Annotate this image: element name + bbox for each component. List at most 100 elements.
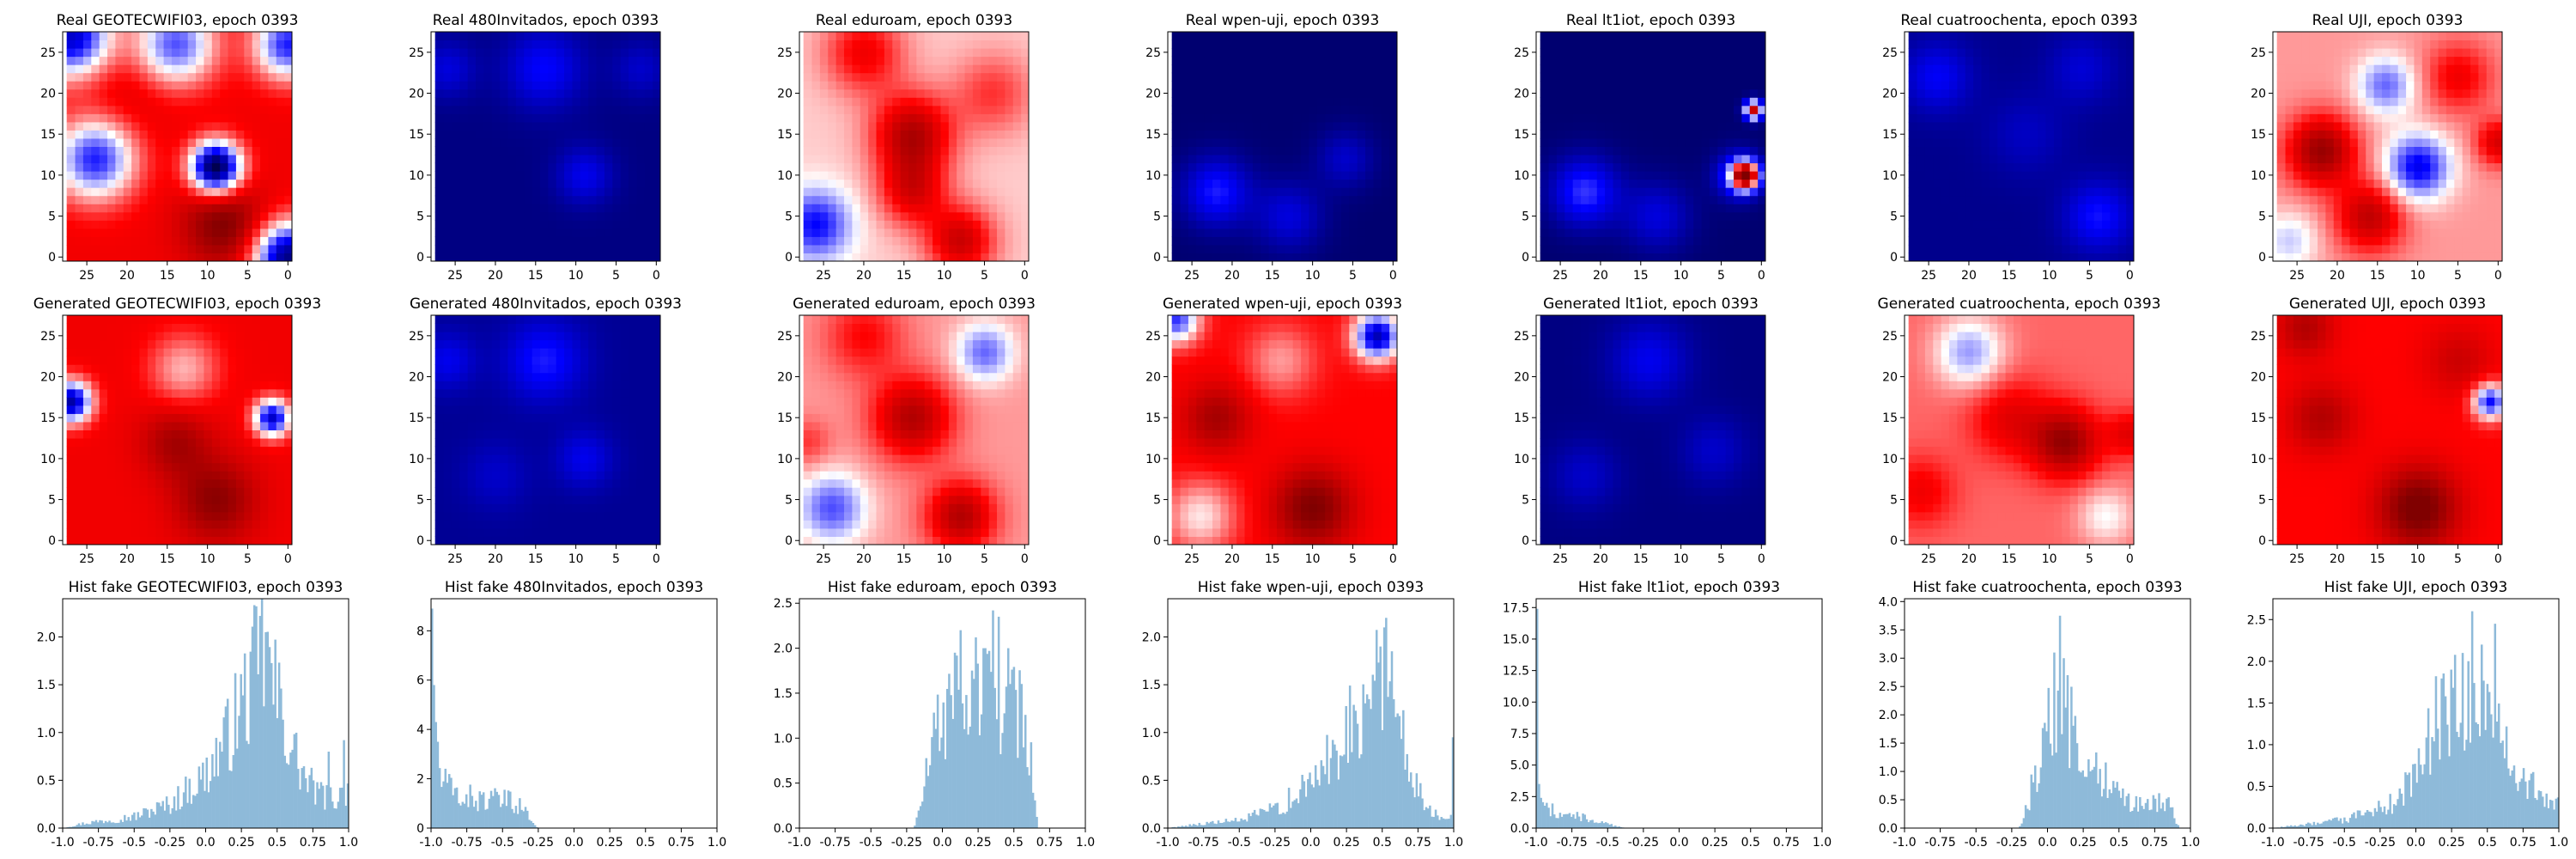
heatmap-cell <box>1188 88 1197 98</box>
heatmap-cell <box>1228 204 1237 213</box>
heatmap-cell <box>1701 113 1710 123</box>
heatmap-cell <box>1588 97 1597 107</box>
heatmap-cell <box>259 162 269 172</box>
heatmap-cell <box>972 137 981 147</box>
heatmap-cell <box>228 56 236 65</box>
heatmap-cell <box>652 56 661 65</box>
heatmap-cell <box>434 81 444 90</box>
heatmap-cell <box>1989 137 1998 147</box>
heatmap-cell <box>2061 171 2070 180</box>
heatmap-cell <box>2053 130 2063 139</box>
heatmap-cell <box>1613 137 1621 147</box>
heatmap-cell <box>1948 187 1958 197</box>
heatmap-cell <box>652 187 661 197</box>
heatmap-cell <box>635 32 645 41</box>
heatmap-cell <box>1596 72 1606 82</box>
heatmap-cell <box>252 130 261 139</box>
heatmap-cell <box>2125 64 2135 74</box>
heatmap-cell <box>1004 211 1013 221</box>
heatmap-cell <box>1932 97 1941 107</box>
heatmap-cell <box>259 220 269 229</box>
heatmap-cell <box>475 244 484 253</box>
heatmap-cell <box>1924 146 1934 155</box>
heatmap-cell <box>1588 121 1597 131</box>
heatmap-cell <box>1956 48 1965 58</box>
heatmap-cell <box>539 195 549 204</box>
heatmap-cell <box>652 236 661 246</box>
y-tick-label: 5 <box>48 210 56 224</box>
heatmap-cell <box>1725 236 1735 246</box>
heatmap-cell <box>2117 88 2127 98</box>
heatmap-cell <box>459 56 468 65</box>
heatmap-cell <box>1556 162 1565 172</box>
heatmap-cell <box>2381 253 2391 262</box>
heatmap-cell <box>515 236 525 246</box>
heatmap-cell <box>1381 137 1390 147</box>
heatmap-cell <box>1308 40 1317 49</box>
heatmap-cell <box>1965 137 1974 147</box>
heatmap-cell <box>283 228 293 237</box>
heatmap-cell <box>179 72 188 82</box>
heatmap-cell <box>1749 204 1759 213</box>
heatmap-cell <box>924 253 933 262</box>
heatmap-cell <box>1236 162 1245 172</box>
heatmap-cell <box>1620 155 1630 164</box>
heatmap-cell <box>1741 146 1750 155</box>
heatmap-cell <box>1716 81 1726 90</box>
heatmap-cell <box>1932 56 1941 65</box>
heatmap-cell <box>1372 211 1382 221</box>
heatmap-cell <box>2421 220 2431 229</box>
heatmap-cell <box>1701 228 1710 237</box>
heatmap-cell <box>2020 88 2030 98</box>
heatmap-cell <box>1268 204 1277 213</box>
heatmap-cell <box>163 253 172 262</box>
heatmap-cell <box>475 253 484 262</box>
heatmap-cell <box>2020 211 2030 221</box>
heatmap-cell <box>1004 32 1013 41</box>
heatmap-cell <box>523 195 532 204</box>
heatmap-cell <box>1324 81 1334 90</box>
heatmap-cell <box>1260 179 1269 188</box>
heatmap-cell <box>1219 146 1229 155</box>
heatmap-cell <box>1188 155 1197 164</box>
heatmap-cell <box>2373 253 2382 262</box>
heatmap-cell <box>243 146 252 155</box>
heatmap-cell <box>1932 228 1941 237</box>
heatmap-cell <box>1676 146 1686 155</box>
heatmap-cell <box>1276 146 1285 155</box>
heatmap-cell <box>1284 56 1293 65</box>
heatmap-cell <box>1644 97 1654 107</box>
heatmap-cell <box>860 146 869 155</box>
heatmap-cell <box>2109 40 2118 49</box>
heatmap-cell <box>939 220 949 229</box>
heatmap-cell <box>1757 146 1766 155</box>
heatmap-cell <box>276 130 285 139</box>
heatmap-cell <box>1757 64 1766 74</box>
heatmap-cell <box>131 97 140 107</box>
heatmap-cell <box>1324 146 1334 155</box>
heatmap-cell <box>1652 187 1662 197</box>
heatmap-cell <box>635 113 645 123</box>
x-tick-label: 5 <box>244 269 252 283</box>
heatmap-cell <box>2389 244 2398 253</box>
heatmap-cell <box>2462 253 2471 262</box>
heatmap-cell <box>523 40 532 49</box>
heatmap-cell <box>932 211 941 221</box>
heatmap-cell <box>652 195 661 204</box>
heatmap-cell <box>1701 81 1710 90</box>
heatmap-cell <box>1676 130 1686 139</box>
heatmap-cell <box>1228 162 1237 172</box>
heatmap-cell <box>835 97 845 107</box>
heatmap-cell <box>2085 40 2094 49</box>
heatmap-cell <box>876 204 884 213</box>
heatmap-cell <box>106 64 116 74</box>
heatmap-cell <box>2037 146 2046 155</box>
heatmap-cell <box>988 97 998 107</box>
heatmap-cell <box>652 113 661 123</box>
heatmap-cell <box>443 204 452 213</box>
heatmap-cell <box>2053 187 2063 197</box>
heatmap-cell <box>499 40 508 49</box>
heatmap-cell <box>2285 244 2293 253</box>
heatmap-cell <box>283 121 293 131</box>
heatmap-cell <box>980 228 989 237</box>
